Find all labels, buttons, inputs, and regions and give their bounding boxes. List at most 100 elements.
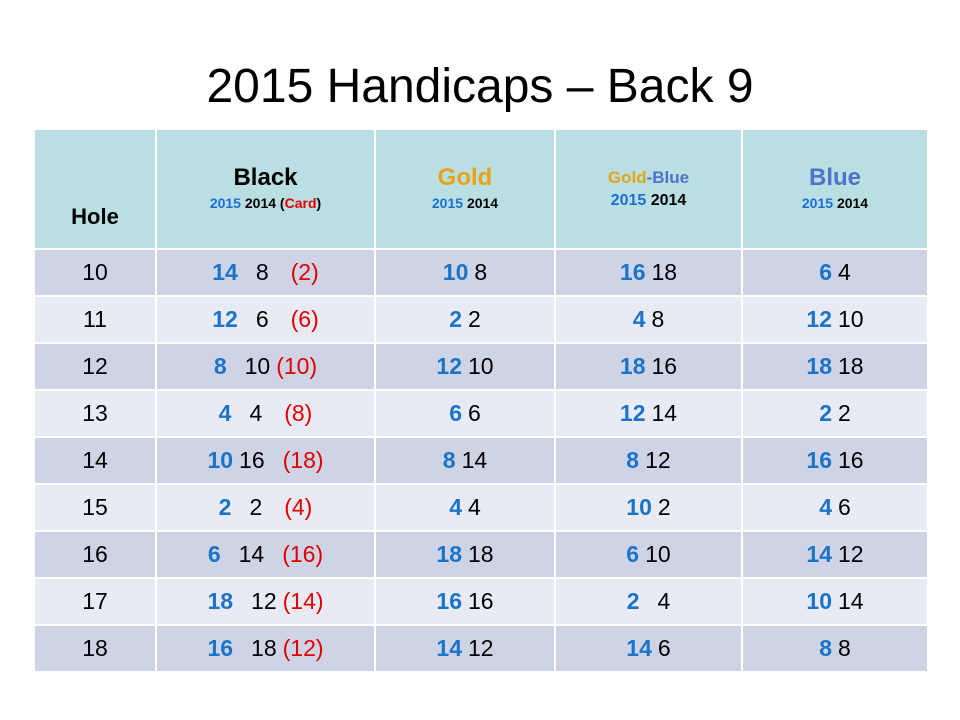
black-2015-value: 8 xyxy=(213,353,227,379)
blue-cell: 14 12 xyxy=(741,530,929,579)
gold-cell: 18 18 xyxy=(374,530,556,579)
hole-cell: 18 xyxy=(33,624,157,673)
blue-cell: 12 10 xyxy=(741,295,929,344)
hole-cell: 10 xyxy=(33,248,157,297)
blue-2014-value: 10 xyxy=(838,306,864,332)
hole-cell: 13 xyxy=(33,389,157,438)
gold-blue-cell: 10 2 xyxy=(554,483,743,532)
header-blue-years: 2015 2014 xyxy=(743,192,927,214)
black-cell: 8 10 (10) xyxy=(155,342,376,391)
gold-cell: 12 10 xyxy=(374,342,556,391)
black-2015-value: 10 xyxy=(207,447,234,473)
blue-cell: 16 16 xyxy=(741,436,929,485)
blue-2014-value: 14 xyxy=(838,588,864,614)
header-blue: Blue 2015 2014 xyxy=(741,128,929,250)
gold-blue-2014-value: 10 xyxy=(645,541,671,567)
gold-blue-cell: 14 6 xyxy=(554,624,743,673)
black-2015-value: 4 xyxy=(218,400,232,426)
header-black-2015: 2015 xyxy=(209,195,241,211)
gold-blue-2015-value: 12 xyxy=(619,400,646,426)
black-2015-value: 6 xyxy=(207,541,221,567)
black-2014-value: 4 xyxy=(249,400,263,426)
gold-blue-2014-value: 18 xyxy=(651,259,678,285)
blue-2015-value: 12 xyxy=(806,306,832,332)
black-card-value: (12) xyxy=(282,635,324,661)
gold-2014-value: 18 xyxy=(468,541,494,567)
header-gold-blue-gold: Gold xyxy=(607,168,647,187)
header-black-card-open: ( xyxy=(279,195,285,211)
header-gold-name: Gold xyxy=(437,164,493,191)
header-gold-blue-name: Gold-Blue xyxy=(556,166,741,190)
blue-cell: 10 14 xyxy=(741,577,929,626)
gold-blue-2015-value: 2 xyxy=(626,588,640,614)
blue-2015-value: 2 xyxy=(819,400,832,426)
blue-2015-value: 4 xyxy=(819,494,832,520)
gold-blue-2015-value: 4 xyxy=(632,306,646,332)
gold-2015-value: 14 xyxy=(436,635,462,661)
black-card-value: (2) xyxy=(290,259,319,285)
black-cell: 4 4 (8) xyxy=(155,389,376,438)
header-black-years: 2015 2014 (Card) xyxy=(157,192,374,214)
table-row: 16 6 14 (16) 18 18 6 10 14 12 xyxy=(33,530,929,579)
gold-2014-value: 12 xyxy=(468,635,494,661)
header-gold-blue-years: 2015 2014 xyxy=(556,190,741,212)
page-title: 2015 Handicaps – Back 9 xyxy=(206,60,754,113)
gold-2014-value: 10 xyxy=(468,353,494,379)
black-2014-value: 14 xyxy=(238,541,265,567)
gold-2014-value: 16 xyxy=(468,588,494,614)
blue-2015-value: 18 xyxy=(806,353,832,379)
black-2015-value: 14 xyxy=(212,259,238,285)
black-card-value: (8) xyxy=(284,400,313,426)
hole-cell: 12 xyxy=(33,342,157,391)
black-2015-value: 2 xyxy=(218,494,232,520)
gold-blue-cell: 12 14 xyxy=(554,389,743,438)
gold-blue-2014-value: 16 xyxy=(651,353,678,379)
black-2014-value: 6 xyxy=(255,306,269,332)
gold-cell: 8 14 xyxy=(374,436,556,485)
blue-2014-value: 16 xyxy=(838,447,864,473)
blue-2014-value: 18 xyxy=(838,353,864,379)
gold-2015-value: 12 xyxy=(436,353,462,379)
black-2014-value: 18 xyxy=(251,635,277,661)
blue-2015-value: 6 xyxy=(819,259,832,285)
gold-cell: 14 12 xyxy=(374,624,556,673)
gold-blue-2015-value: 8 xyxy=(626,447,640,473)
blue-2014-value: 6 xyxy=(838,494,851,520)
header-black: Black 2015 2014 (Card) xyxy=(155,128,376,250)
gold-blue-cell: 18 16 xyxy=(554,342,743,391)
gold-2015-value: 8 xyxy=(442,447,456,473)
gold-cell: 10 8 xyxy=(374,248,556,297)
gold-blue-2014-value: 8 xyxy=(651,306,665,332)
gold-2015-value: 18 xyxy=(436,541,462,567)
black-cell: 14 8 (2) xyxy=(155,248,376,297)
gold-2015-value: 2 xyxy=(449,306,462,332)
black-2015-value: 16 xyxy=(207,635,234,661)
black-cell: 6 14 (16) xyxy=(155,530,376,579)
black-2015-value: 12 xyxy=(212,306,238,332)
header-gold-blue-2015: 2015 xyxy=(610,192,647,209)
blue-2015-value: 16 xyxy=(806,447,832,473)
header-row: Hole Black 2015 2014 (Card) Gold 2015 20… xyxy=(33,128,929,250)
black-2014-value: 16 xyxy=(239,447,265,473)
gold-2014-value: 8 xyxy=(474,259,488,285)
table-row: 12 8 10 (10) 12 10 18 16 18 18 xyxy=(33,342,929,391)
gold-blue-2015-value: 14 xyxy=(626,635,652,661)
hole-cell: 16 xyxy=(33,530,157,579)
gold-2015-value: 6 xyxy=(449,400,462,426)
black-2015-value: 18 xyxy=(207,588,234,614)
blue-cell: 18 18 xyxy=(741,342,929,391)
blue-2015-value: 8 xyxy=(819,635,832,661)
header-gold-years: 2015 2014 xyxy=(376,192,554,214)
gold-2014-value: 6 xyxy=(468,400,481,426)
header-blue-name: Blue xyxy=(808,164,861,191)
gold-blue-cell: 16 18 xyxy=(554,248,743,297)
